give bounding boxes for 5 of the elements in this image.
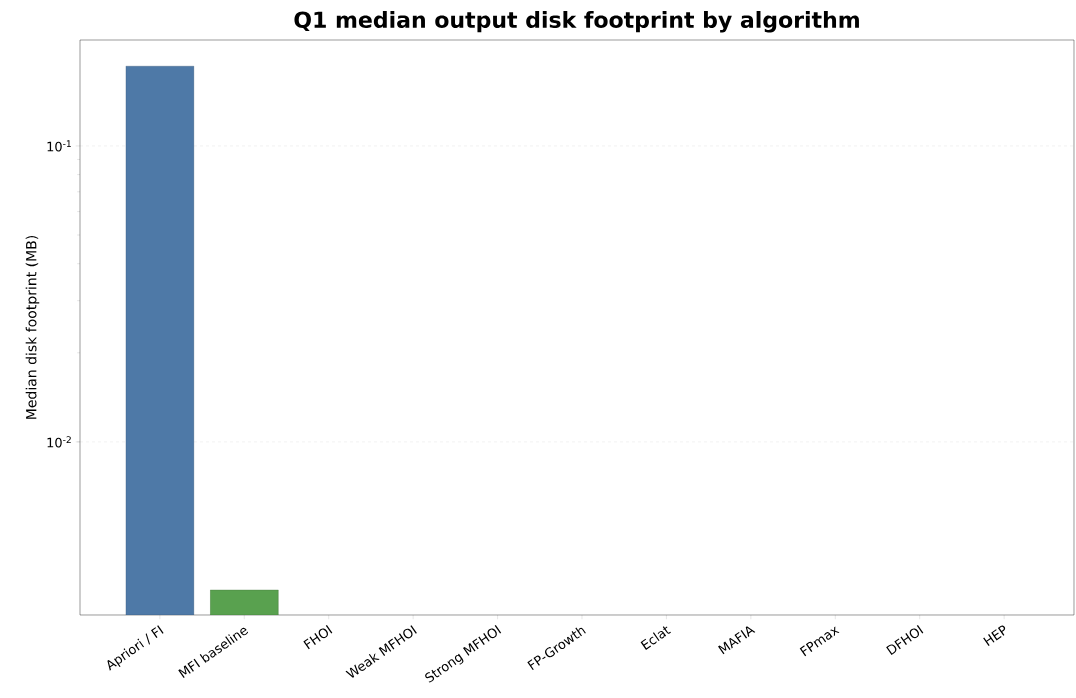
x-tick-label: HEP (983, 625, 1006, 647)
y-tick-label: 10$^{-2}$ (47, 436, 71, 448)
y-tick-label: 10$^{-1}$ (47, 140, 71, 152)
y-axis-title: Median disk footprint (MB) (25, 235, 40, 419)
chart-title: Q1 median output disk footprint by algorithm (294, 11, 859, 33)
